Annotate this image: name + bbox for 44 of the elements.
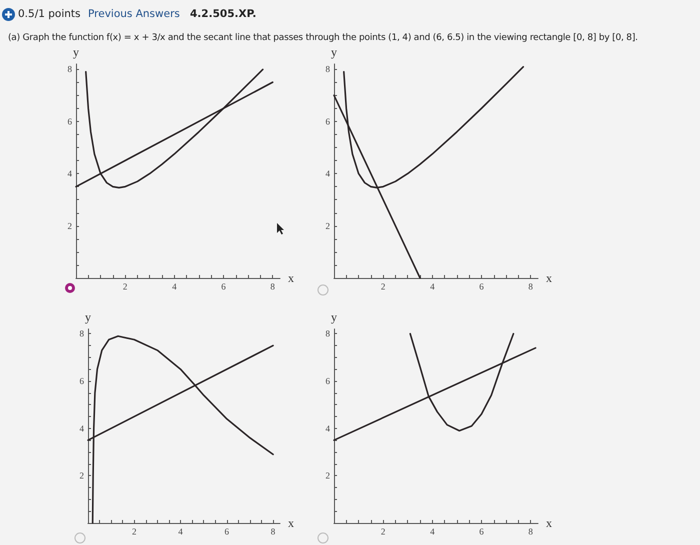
y-axis-title: y xyxy=(331,45,337,59)
x-tick-label: 2 xyxy=(132,526,137,536)
y-axis-title: y xyxy=(73,45,79,59)
y-tick-label: 6 xyxy=(326,376,330,386)
y-axis-title: y xyxy=(331,310,337,324)
y-tick-label: 8 xyxy=(68,64,72,74)
text: 0.5/1 points xyxy=(18,8,81,20)
x-axis-title: x xyxy=(288,271,294,285)
x-axis-title: x xyxy=(288,516,294,530)
y-tick-label: 4 xyxy=(326,423,330,434)
x-tick-label: 2 xyxy=(380,526,386,536)
x-tick-label: 6 xyxy=(479,282,484,292)
x-tick-label: 2 xyxy=(380,282,386,292)
y-tick-label: 2 xyxy=(68,220,72,231)
x-tick-label: 6 xyxy=(221,282,226,292)
y-tick-label: 6 xyxy=(80,376,84,386)
y-tick-label: 8 xyxy=(326,64,330,74)
x-tick-label: 4 xyxy=(430,526,436,536)
y-axis-title: y xyxy=(85,310,91,324)
x-tick-label: 4 xyxy=(178,526,184,536)
x-tick-label: 8 xyxy=(270,282,276,292)
y-tick-label: 4 xyxy=(326,168,330,179)
text: (a) Graph the function f(x) = x + 3/x and the secant line that passes through the points (1, 4) and (6, 6.5) in the viewing rectangle [0, 8] by [0, 8]. xyxy=(8,33,638,43)
x-tick-label: 8 xyxy=(528,282,534,292)
y-tick-label: 4 xyxy=(68,168,72,179)
x-tick-label: 6 xyxy=(224,526,230,536)
x-axis-title: x xyxy=(546,271,552,285)
y-tick-label: 8 xyxy=(326,328,330,339)
y-tick-label: 6 xyxy=(68,116,72,126)
text: Previous Answers xyxy=(88,8,180,20)
x-tick-label: 6 xyxy=(479,526,484,536)
text: 4.2.505.XP. xyxy=(190,8,256,20)
x-tick-label: 2 xyxy=(122,282,128,292)
x-tick-label: 8 xyxy=(270,526,276,536)
y-tick-label: 8 xyxy=(80,328,84,339)
y-tick-label: 2 xyxy=(326,470,330,481)
y-tick-label: 2 xyxy=(80,470,84,481)
y-tick-label: 4 xyxy=(80,423,84,434)
x-tick-label: 4 xyxy=(172,282,178,292)
x-axis-title: x xyxy=(546,516,552,530)
x-tick-label: 8 xyxy=(528,526,534,536)
y-tick-label: 2 xyxy=(326,220,330,231)
y-tick-label: 6 xyxy=(326,116,330,126)
x-tick-label: 4 xyxy=(430,282,436,292)
